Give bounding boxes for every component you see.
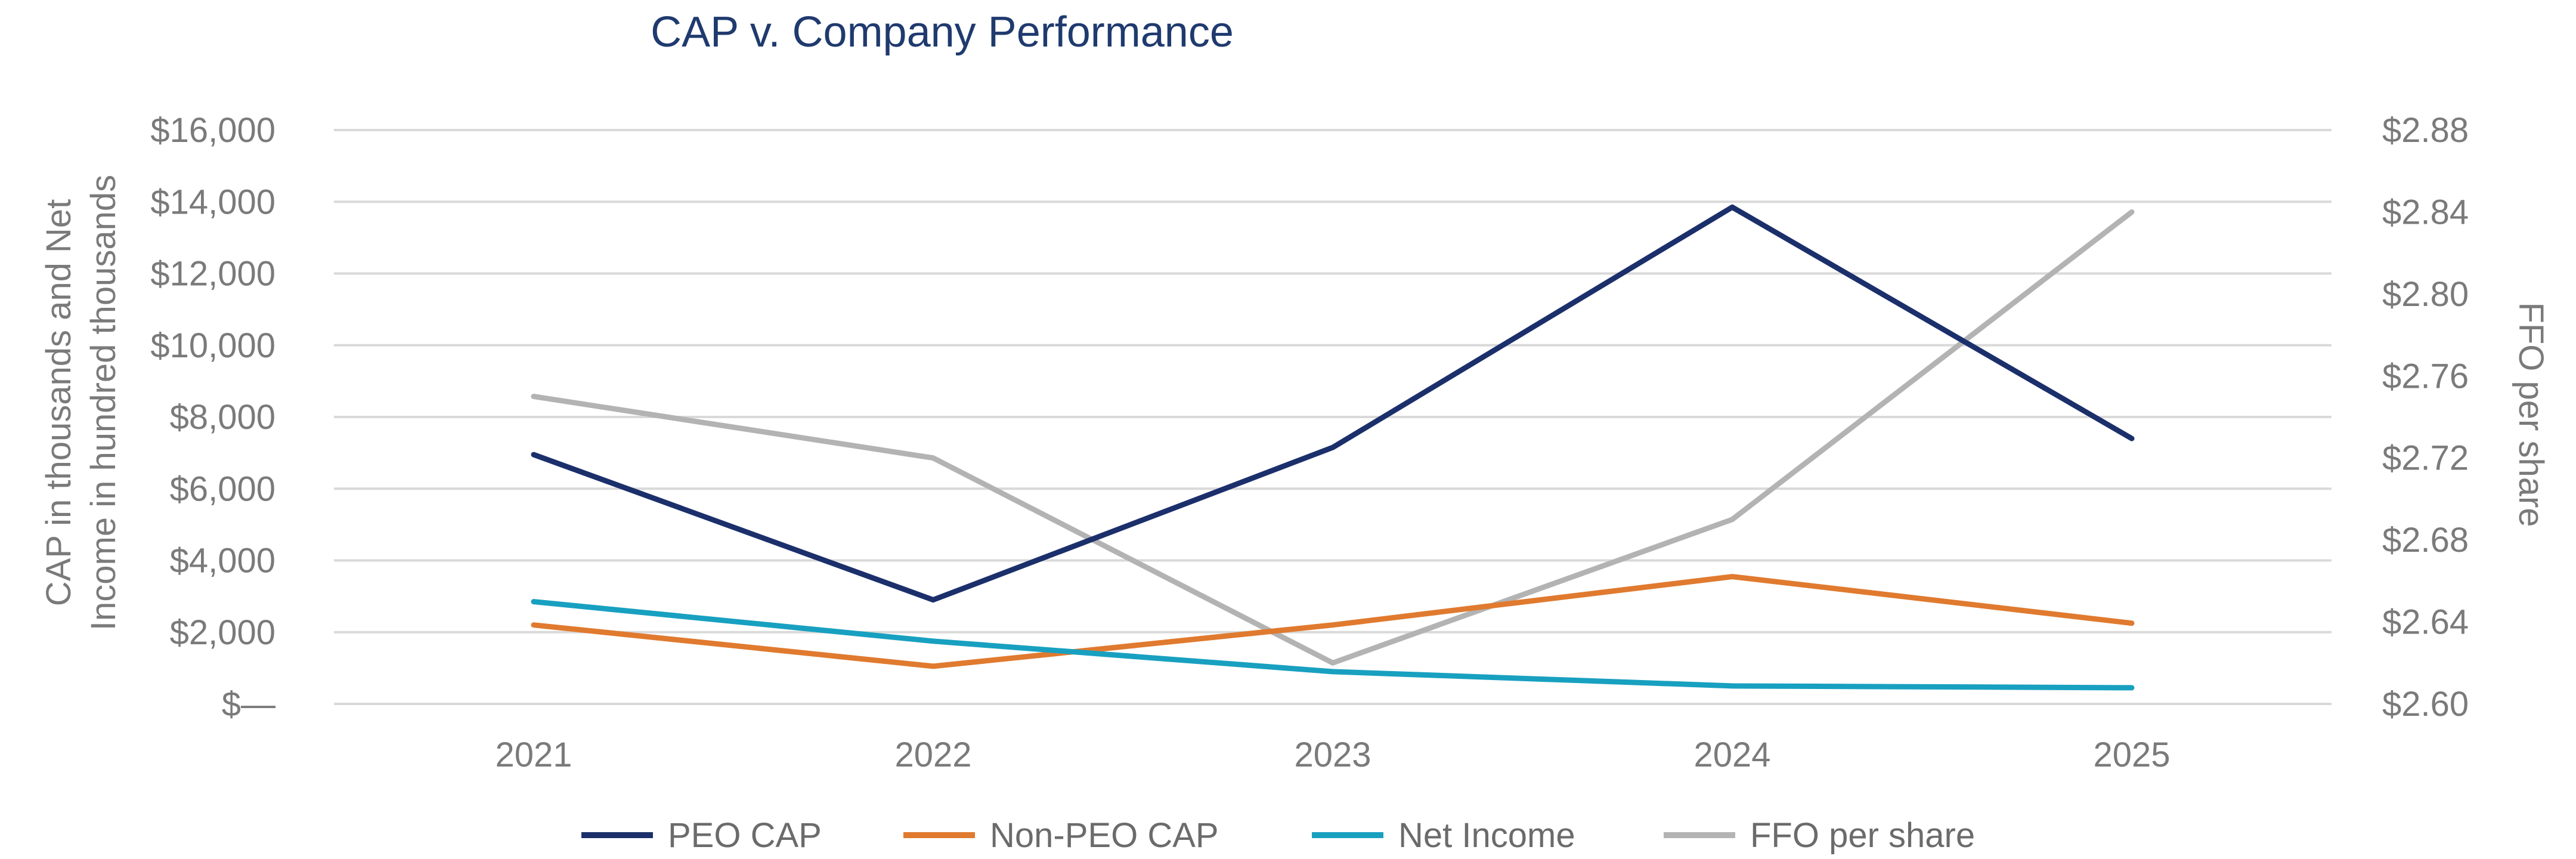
series-line-peo-cap bbox=[531, 204, 2135, 603]
data-point-net-income bbox=[533, 601, 534, 602]
left-tick-label: $6,000 bbox=[170, 469, 275, 508]
left-axis-ticks: $— $2,000 $4,000 $6,000 $8,000 $10,000 $12,000… bbox=[150, 111, 275, 724]
x-tick-label: 2023 bbox=[1294, 736, 1371, 774]
gridlines bbox=[334, 129, 2332, 705]
data-point-peo-cap bbox=[2131, 438, 2132, 440]
data-point-peo-cap bbox=[1732, 206, 1733, 208]
series-line-net-income bbox=[531, 599, 2135, 691]
right-axis-label: FFO per share bbox=[2512, 302, 2550, 527]
right-tick-label: $2.76 bbox=[2382, 357, 2469, 395]
legend-label-non-peo-cap: Non-PEO CAP bbox=[990, 816, 1219, 855]
left-tick-label: $4,000 bbox=[170, 542, 275, 580]
left-axis-label-line-1: CAP in thousands and Net bbox=[39, 199, 78, 607]
data-point-non-peo-cap bbox=[1332, 624, 1333, 626]
data-point-ffo-per-share bbox=[933, 457, 934, 459]
data-point-net-income bbox=[1332, 670, 1333, 672]
left-tick-label: $14,000 bbox=[150, 183, 275, 221]
data-point-peo-cap bbox=[933, 599, 934, 601]
x-tick-label: 2021 bbox=[495, 736, 572, 774]
series-line-non-peo-cap bbox=[531, 574, 2135, 669]
chart-title: CAP v. Company Performance bbox=[651, 8, 1234, 56]
series-lines bbox=[531, 204, 2135, 691]
left-tick-label: $8,000 bbox=[170, 398, 275, 437]
right-tick-label: $2.84 bbox=[2382, 193, 2469, 231]
data-point-net-income bbox=[933, 640, 934, 642]
right-tick-label: $2.68 bbox=[2382, 521, 2469, 560]
data-point-net-income bbox=[1732, 685, 1733, 687]
x-tick-label: 2022 bbox=[894, 736, 971, 774]
right-axis-ticks: $2.60 $2.64 $2.68 $2.72 $2.76 $2.80 $2.84 $2.88 bbox=[2382, 111, 2469, 724]
data-point-non-peo-cap bbox=[1732, 576, 1733, 577]
right-tick-label: $2.88 bbox=[2382, 111, 2469, 150]
left-tick-label: $2,000 bbox=[170, 613, 275, 652]
data-point-ffo-per-share bbox=[1732, 518, 1733, 520]
right-tick-label: $2.80 bbox=[2382, 275, 2469, 314]
data-point-ffo-per-share bbox=[1332, 662, 1333, 664]
legend-label-net-income: Net Income bbox=[1398, 816, 1575, 855]
data-point-net-income bbox=[2131, 687, 2132, 688]
right-tick-label: $2.72 bbox=[2382, 439, 2469, 478]
data-point-ffo-per-share bbox=[2131, 211, 2132, 213]
x-tick-label: 2025 bbox=[2093, 736, 2170, 774]
x-tick-label: 2024 bbox=[1693, 736, 1770, 774]
legend-label-peo-cap: PEO CAP bbox=[668, 816, 822, 855]
right-tick-label: $2.60 bbox=[2382, 685, 2469, 724]
data-point-non-peo-cap bbox=[933, 665, 934, 667]
right-tick-label: $2.64 bbox=[2382, 603, 2469, 642]
left-tick-label: $12,000 bbox=[150, 255, 275, 293]
x-axis-ticks: 2021 2022 2023 2024 2025 bbox=[495, 736, 2170, 774]
legend: PEO CAP Non-PEO CAP Net Income FFO per shar… bbox=[581, 816, 1975, 855]
legend-label-ffo-per-share: FFO per share bbox=[1750, 816, 1975, 855]
left-tick-label: $10,000 bbox=[150, 326, 275, 365]
left-axis-label-line-2: Income in hundred thousands bbox=[84, 175, 123, 631]
data-point-ffo-per-share bbox=[533, 395, 534, 397]
data-point-non-peo-cap bbox=[2131, 622, 2132, 624]
left-tick-label: $16,000 bbox=[150, 111, 275, 150]
data-point-peo-cap bbox=[533, 454, 534, 456]
data-point-peo-cap bbox=[1332, 447, 1333, 449]
left-tick-label: $— bbox=[222, 685, 275, 724]
data-point-non-peo-cap bbox=[533, 624, 534, 626]
